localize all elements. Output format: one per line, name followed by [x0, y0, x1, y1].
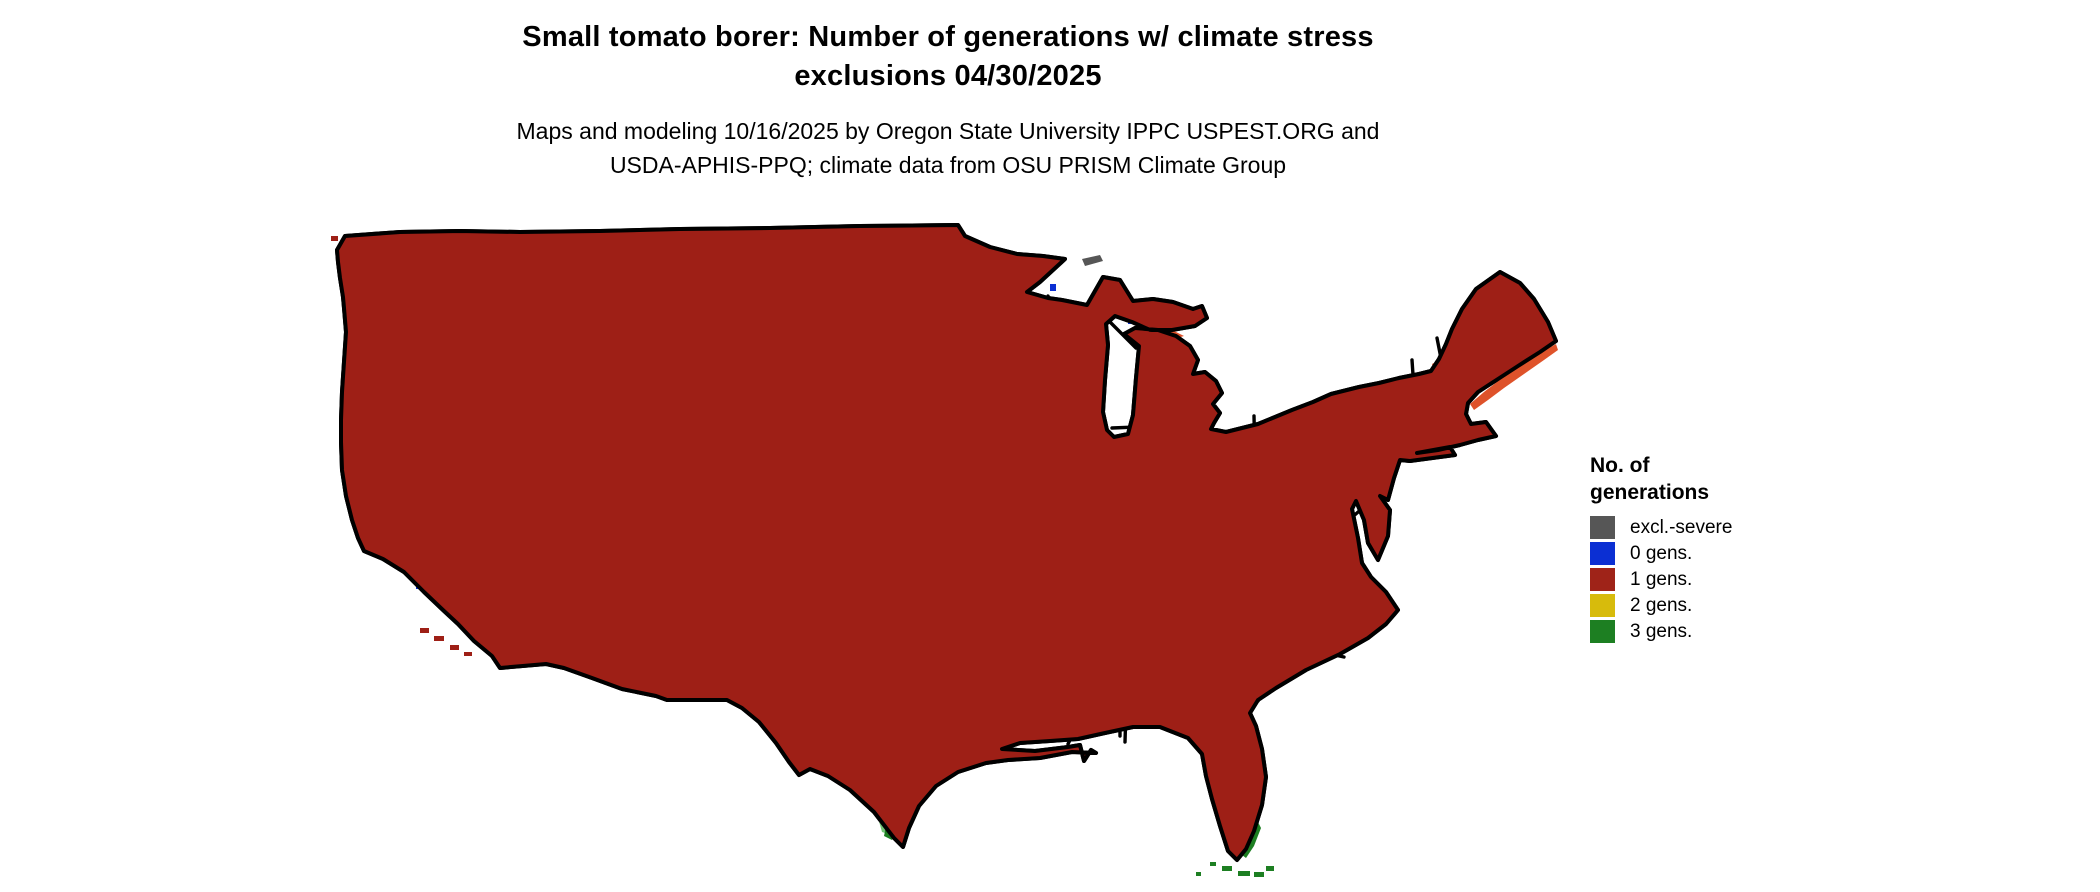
- legend-items: excl.-severe 0 gens. 1 gens. 2 gens. 3 gens.: [1590, 516, 1830, 643]
- green-3gen-region: [878, 804, 1274, 877]
- legend-item: 2 gens.: [1590, 594, 1830, 617]
- channel-islands: [331, 236, 472, 656]
- legend-item-label: excl.-severe: [1630, 516, 1733, 538]
- legend-item: 1 gens.: [1590, 568, 1830, 591]
- legend-item-label: 2 gens.: [1630, 594, 1693, 616]
- legend-item-label: 0 gens.: [1630, 542, 1693, 564]
- legend-title-line1: No. of: [1590, 454, 1650, 477]
- legend-item: 3 gens.: [1590, 620, 1830, 643]
- legend-item-label: 3 gens.: [1630, 620, 1693, 642]
- legend-swatch: [1590, 568, 1615, 591]
- legend-swatch: [1590, 542, 1615, 565]
- legend: No. of generations excl.-severe 0 gens. 1 …: [1590, 452, 1830, 646]
- green-florida-keys: [1196, 862, 1274, 877]
- coastline-restroke: [335, 223, 1558, 862]
- map-title-line1: Small tomato borer: Number of generation…: [522, 21, 1374, 53]
- legend-item-label: 1 gens.: [1630, 568, 1693, 590]
- map-title-line2: exclusions 04/30/2025: [794, 60, 1102, 92]
- legend-item: excl.-severe: [1590, 516, 1830, 539]
- map-title: Small tomato borer: Number of generation…: [248, 18, 1648, 96]
- legend-swatch: [1590, 594, 1615, 617]
- legend-swatch: [1590, 516, 1615, 539]
- map-subtitle: Maps and modeling 10/16/2025 by Oregon S…: [248, 114, 1648, 182]
- legend-item: 0 gens.: [1590, 542, 1830, 565]
- map-subtitle-line1: Maps and modeling 10/16/2025 by Oregon S…: [516, 118, 1380, 144]
- isle-royale: [1082, 255, 1103, 266]
- legend-title-line2: generations: [1590, 481, 1710, 504]
- legend-swatch: [1590, 620, 1615, 643]
- map-subtitle-line2: USDA-APHIS-PPQ; climate data from OSU PR…: [609, 152, 1287, 178]
